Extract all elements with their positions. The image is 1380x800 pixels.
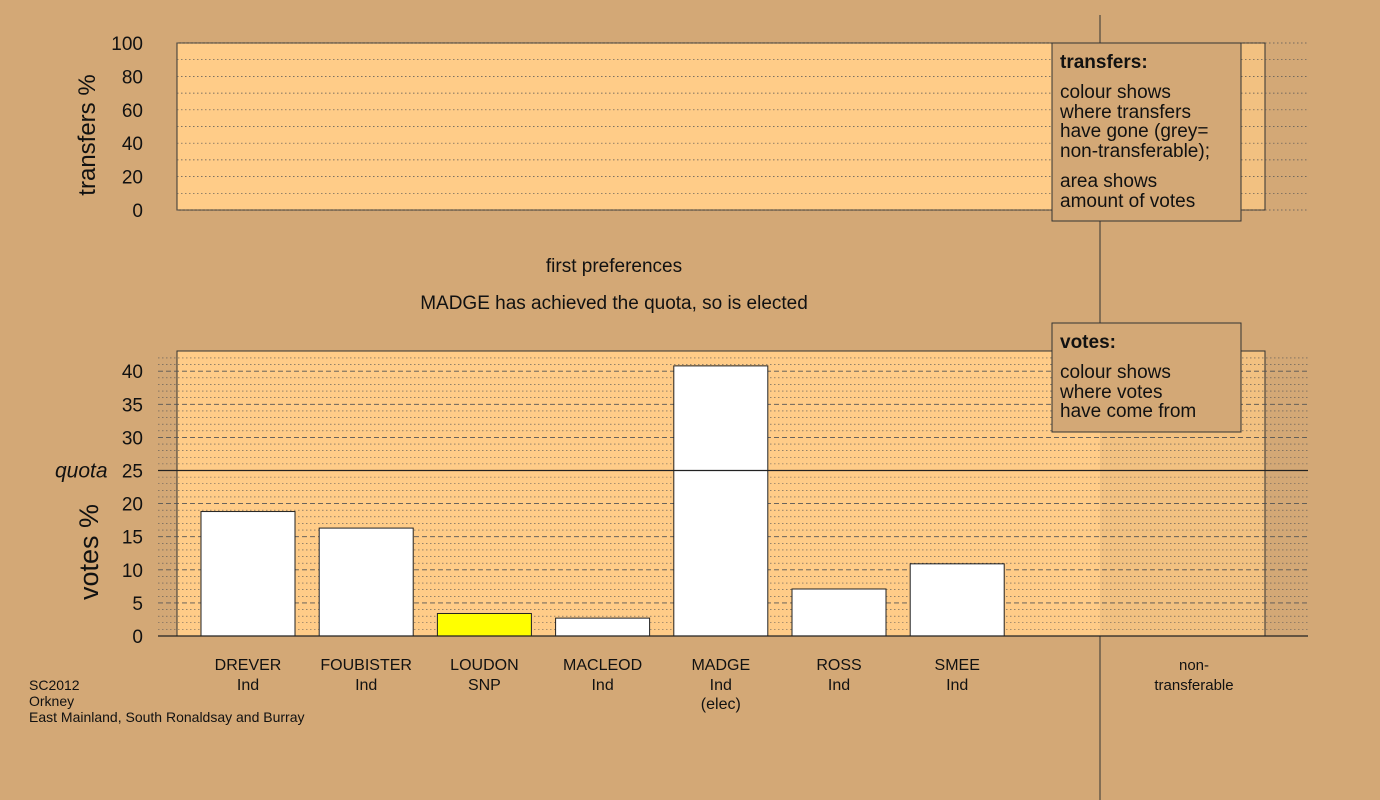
bar-smee [909, 563, 1005, 637]
votes-y-ticks: 0 5 10 15 20 25 30 35 40 [122, 362, 143, 648]
stage-title: first preferences [546, 256, 682, 277]
transfers-legend-title: transfers: [1060, 52, 1148, 73]
votes-panel: 0 5 10 15 20 25 30 35 40 DREVER Ind FOUBISTER Ind LO… [55, 350, 1308, 713]
candidate-party-label: Ind [355, 677, 377, 694]
votes-legend-box [1051, 322, 1242, 433]
votes-tick-label: 20 [122, 495, 143, 516]
transfers-legend-line: colour shows [1060, 82, 1171, 103]
transfers-tick-label: 60 [122, 101, 143, 122]
votes-tick-label: 0 [132, 627, 143, 648]
votes-tick-label: 30 [122, 428, 143, 449]
votes-tick-label: 25 [122, 462, 143, 483]
candidate-party-label: Ind [710, 677, 732, 694]
transfers-tick-label: 0 [132, 201, 143, 222]
candidate-party-label: Ind [237, 677, 259, 694]
bar-loudon [436, 612, 532, 637]
non-transferable-label: non- [1179, 657, 1209, 674]
transfers-y-ticks: 0 20 40 60 80 100 [111, 34, 143, 222]
bar-macleod [555, 617, 651, 637]
transfers-legend: transfers: colour shows where transfers … [1051, 42, 1242, 222]
bar-madge [673, 365, 769, 637]
footer-ward: East Mainland, South Ronaldsay and Burra… [29, 709, 305, 725]
candidate-name-label: ROSS [816, 657, 861, 674]
votes-tick-label: 10 [122, 561, 143, 582]
transfers-legend-line: where transfers [1059, 102, 1191, 123]
footer-council: Orkney [29, 693, 74, 709]
votes-legend-line: have come from [1060, 401, 1196, 422]
votes-legend-line: where votes [1059, 382, 1162, 403]
transfers-legend-line: non-transferable); [1060, 141, 1210, 162]
bar-drever [200, 511, 296, 637]
votes-legend-line: colour shows [1060, 362, 1171, 383]
transfers-tick-label: 20 [122, 168, 143, 189]
candidate-party-label: SNP [468, 677, 501, 694]
votes-y-axis-label: votes % [74, 504, 104, 600]
category-labels: DREVER Ind FOUBISTER Ind LOUDON SNP MACLEOD Ind… [215, 657, 980, 713]
candidate-name-label: SMEE [935, 657, 980, 674]
votes-tick-label: 15 [122, 528, 143, 549]
votes-tick-label: 5 [132, 594, 143, 615]
candidate-name-label: MACLEOD [563, 657, 642, 674]
transfers-tick-label: 40 [122, 134, 143, 155]
quota-label: quota [55, 460, 108, 483]
candidate-name-label: LOUDON [450, 657, 518, 674]
votes-tick-label: 35 [122, 395, 143, 416]
candidate-party-label: Ind [591, 677, 613, 694]
votes-legend: votes: colour shows where votes have com… [1051, 322, 1242, 433]
status-message: MADGE has achieved the quota, so is elec… [420, 293, 808, 314]
transfers-tick-label: 80 [122, 67, 143, 88]
votes-legend-title: votes: [1060, 332, 1116, 353]
candidate-name-label: MADGE [691, 657, 750, 674]
transfers-tick-label: 100 [111, 34, 143, 55]
bar-foubister [318, 527, 414, 637]
transfers-legend-line: area shows [1060, 171, 1157, 192]
transfers-legend-line: amount of votes [1060, 191, 1195, 212]
candidate-status-label: (elec) [701, 696, 741, 713]
candidate-party-label: Ind [946, 677, 968, 694]
candidate-name-label: FOUBISTER [320, 657, 412, 674]
transfers-legend-line: have gone (grey= [1060, 121, 1208, 142]
candidate-party-label: Ind [828, 677, 850, 694]
bar-ross [791, 588, 887, 637]
footer-election: SC2012 [29, 677, 80, 693]
candidate-name-label: DREVER [215, 657, 282, 674]
transfers-legend-box [1051, 42, 1242, 222]
non-transferable-label: transferable [1154, 677, 1233, 694]
transfers-y-axis-label: transfers % [74, 74, 101, 195]
votes-tick-label: 40 [122, 362, 143, 383]
